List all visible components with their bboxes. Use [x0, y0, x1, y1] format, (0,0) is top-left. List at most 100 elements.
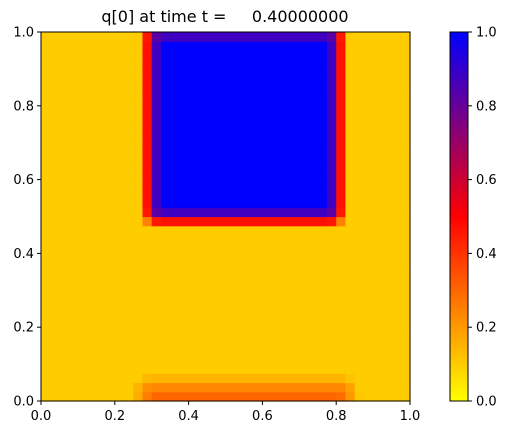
heatmap-cell — [382, 115, 393, 125]
heatmap-cell — [197, 253, 208, 264]
heatmap-cell — [68, 317, 79, 328]
heatmap-cell — [41, 115, 51, 125]
heatmap-cell — [354, 78, 365, 88]
heatmap-cell — [391, 373, 402, 384]
heatmap-cell — [50, 96, 61, 107]
heatmap-cell — [290, 253, 300, 264]
heatmap-cell — [373, 216, 383, 227]
heatmap-cell — [114, 290, 125, 301]
heatmap-cell — [290, 373, 300, 384]
heatmap-cell — [253, 364, 263, 374]
heatmap-cell — [280, 290, 291, 301]
heatmap-cell — [160, 299, 171, 310]
heatmap-cell — [50, 234, 61, 245]
heatmap-cell — [308, 364, 319, 374]
heatmap-cell — [50, 115, 61, 125]
heatmap-cell — [262, 299, 273, 310]
heatmap-cell — [179, 151, 190, 162]
heatmap-cell — [160, 41, 171, 52]
heatmap-cell — [96, 115, 107, 125]
heatmap-cell — [299, 234, 310, 245]
heatmap-cell — [59, 336, 70, 347]
heatmap-cell — [160, 78, 171, 88]
heatmap-cell — [382, 391, 393, 402]
heatmap-cell — [400, 244, 411, 254]
heatmap-cell — [96, 188, 107, 199]
heatmap-cell — [354, 142, 365, 153]
heatmap-cell — [133, 115, 144, 125]
heatmap-cell — [317, 391, 328, 402]
heatmap-cell — [345, 198, 356, 208]
heatmap-cell — [363, 354, 374, 365]
heatmap-cell — [345, 327, 356, 338]
heatmap-cell — [290, 327, 300, 338]
heatmap-cell — [400, 115, 411, 125]
heatmap-cell — [179, 373, 190, 384]
heatmap-cell — [96, 364, 107, 374]
heatmap-cell — [253, 373, 263, 384]
heatmap-cell — [243, 308, 254, 319]
heatmap-cell — [262, 59, 273, 70]
heatmap-cell — [225, 364, 236, 374]
heatmap-cell — [326, 244, 337, 254]
heatmap-cell — [68, 151, 79, 162]
heatmap-cell — [77, 207, 88, 218]
heatmap-cell — [59, 124, 70, 135]
heatmap-cell — [336, 133, 347, 144]
x-tick-label: 0.8 — [326, 409, 347, 424]
heatmap-cell — [124, 170, 134, 181]
heatmap-cell — [197, 271, 208, 282]
heatmap-cell — [391, 244, 402, 254]
heatmap-cell — [345, 115, 356, 125]
heatmap-cell — [308, 373, 319, 384]
heatmap-cell — [326, 207, 337, 218]
heatmap-cell — [225, 105, 236, 116]
heatmap-cell — [373, 327, 383, 338]
heatmap-cell — [87, 216, 97, 227]
heatmap-cell — [336, 262, 347, 273]
heatmap-cell — [225, 336, 236, 347]
heatmap-cell — [124, 207, 134, 218]
heatmap-cell — [105, 364, 116, 374]
heatmap-cell — [345, 207, 356, 218]
heatmap-cell — [68, 207, 79, 218]
heatmap-cell — [336, 115, 347, 125]
heatmap-cell — [151, 133, 162, 144]
heatmap-cell — [133, 327, 144, 338]
heatmap-cell — [363, 327, 374, 338]
heatmap-cell — [142, 290, 153, 301]
heatmap-cell — [170, 364, 180, 374]
heatmap-cell — [87, 161, 97, 171]
heatmap-cell — [96, 382, 107, 393]
heatmap-cell — [59, 327, 70, 338]
heatmap-cell — [41, 354, 51, 365]
heatmap-cell — [68, 354, 79, 365]
heatmap-cell — [225, 327, 236, 338]
heatmap-cell — [142, 161, 153, 171]
heatmap-cell — [216, 308, 227, 319]
heatmap-cell — [382, 198, 393, 208]
heatmap-cell — [400, 124, 411, 135]
heatmap-cell — [160, 308, 171, 319]
heatmap-cell — [243, 198, 254, 208]
heatmap-cell — [243, 207, 254, 218]
heatmap-cell — [133, 198, 144, 208]
heatmap-cell — [124, 317, 134, 328]
heatmap-cell — [105, 87, 116, 98]
heatmap-cell — [50, 271, 61, 282]
heatmap-cell — [234, 262, 245, 273]
heatmap-cell — [253, 151, 263, 162]
heatmap-cell — [133, 364, 144, 374]
heatmap-cell — [280, 345, 291, 356]
heatmap-cell — [87, 281, 97, 291]
heatmap-cell — [114, 391, 125, 402]
heatmap-cell — [188, 50, 199, 61]
heatmap-cell — [151, 115, 162, 125]
heatmap-cell — [317, 308, 328, 319]
heatmap-cell — [114, 78, 125, 88]
heatmap-cell — [382, 262, 393, 273]
heatmap-cell — [317, 32, 328, 42]
heatmap-cell — [280, 281, 291, 291]
heatmap-cell — [290, 317, 300, 328]
heatmap-cell — [124, 290, 134, 301]
